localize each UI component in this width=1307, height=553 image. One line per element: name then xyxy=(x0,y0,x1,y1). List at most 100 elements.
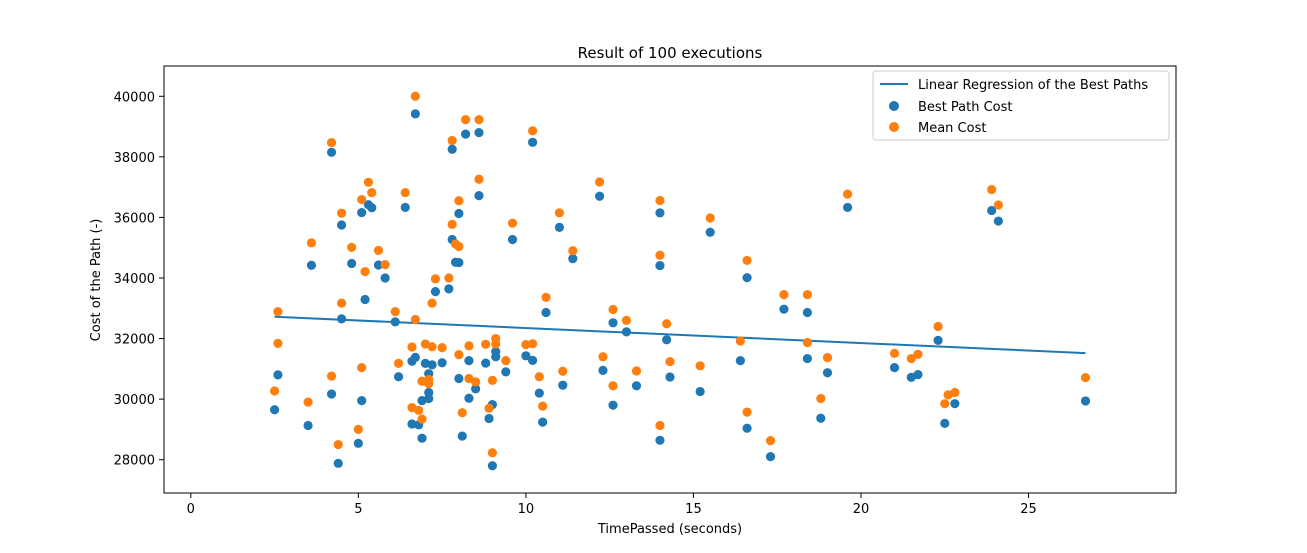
best-path-cost-point xyxy=(269,405,280,415)
mean-cost-point xyxy=(534,372,544,382)
best-path-cost-point xyxy=(541,307,551,318)
y-axis-ticks: 28000 30000 32000 34000 36000 38000 40000 xyxy=(114,90,164,469)
mean-cost-point xyxy=(779,290,789,300)
mean-cost-point xyxy=(360,267,370,277)
mean-cost-point xyxy=(501,356,511,366)
best-path-cost-point xyxy=(487,461,497,471)
best-path-cost-point xyxy=(822,368,833,378)
legend-label-mean-cost: Mean Cost xyxy=(918,121,986,136)
mean-cost-point xyxy=(337,208,347,218)
mean-cost-point xyxy=(568,246,578,256)
mean-cost-point xyxy=(621,315,632,325)
mean-cost-point xyxy=(528,339,538,349)
best-path-cost-point xyxy=(554,222,565,233)
mean-cost-point xyxy=(554,208,565,218)
best-path-cost-point xyxy=(454,208,464,219)
mean-cost-point xyxy=(471,377,481,387)
best-path-cost-point xyxy=(380,273,390,283)
mean-cost-point xyxy=(595,177,605,187)
best-path-cost-point xyxy=(390,317,400,327)
y-tick-label: 38000 xyxy=(114,151,155,166)
mean-cost-point xyxy=(481,339,491,349)
best-path-cost-point xyxy=(410,352,420,362)
mean-cost-point xyxy=(987,184,997,195)
legend-swatch-mean-cost xyxy=(889,122,899,132)
y-axis-label: Cost of the Path (-) xyxy=(89,219,104,342)
y-tick-label: 36000 xyxy=(114,211,155,226)
x-tick-label: 10 xyxy=(518,502,535,517)
mean-cost-point xyxy=(269,386,280,396)
mean-cost-point xyxy=(940,399,950,409)
best-path-cost-point xyxy=(437,358,447,368)
best-path-cost-point xyxy=(993,216,1003,226)
best-path-cost-point xyxy=(357,396,367,406)
plot-area xyxy=(163,65,1177,494)
mean-cost-point xyxy=(357,194,367,205)
mean-cost-point xyxy=(447,219,457,229)
mean-cost-point xyxy=(337,298,347,308)
y-tick-label: 40000 xyxy=(114,90,155,105)
y-tick-label: 34000 xyxy=(114,272,155,287)
mean-cost-point xyxy=(367,187,377,198)
legend: Linear Regression of the Best Paths Best… xyxy=(872,70,1170,141)
mean-cost-point xyxy=(950,387,960,398)
mean-cost-point xyxy=(705,213,715,223)
mean-cost-point xyxy=(400,187,410,198)
mean-cost-point xyxy=(913,349,923,359)
best-path-cost-point xyxy=(655,260,665,271)
mean-cost-point xyxy=(742,407,752,417)
best-path-cost-point xyxy=(447,144,457,154)
series-best-path-cost xyxy=(269,109,1091,471)
mean-cost-point xyxy=(474,174,484,184)
best-path-cost-point xyxy=(507,234,518,245)
mean-cost-point xyxy=(521,340,531,350)
best-path-cost-point xyxy=(400,202,410,213)
mean-cost-point xyxy=(507,218,518,228)
best-path-cost-point xyxy=(889,363,900,373)
best-path-cost-point xyxy=(765,452,776,462)
best-path-cost-point xyxy=(528,355,538,365)
best-path-cost-point xyxy=(802,353,812,364)
best-path-cost-point xyxy=(621,327,632,337)
mean-cost-point xyxy=(906,353,916,364)
mean-cost-point xyxy=(447,135,457,146)
mean-cost-point xyxy=(457,408,467,418)
best-path-cost-point xyxy=(417,433,427,443)
best-path-cost-point xyxy=(444,284,454,294)
x-axis-label: TimePassed (seconds) xyxy=(597,522,742,537)
best-path-cost-point xyxy=(464,393,474,403)
best-path-cost-point xyxy=(608,318,618,328)
mean-cost-point xyxy=(662,319,672,329)
best-path-cost-point xyxy=(913,369,923,380)
mean-cost-point xyxy=(437,343,447,353)
best-path-cost-point xyxy=(816,413,826,423)
best-path-cost-point xyxy=(454,257,464,268)
mean-cost-point xyxy=(484,403,494,413)
axes-frame xyxy=(163,65,1177,494)
x-tick-label: 25 xyxy=(1020,502,1037,517)
best-path-cost-point xyxy=(474,191,484,201)
mean-cost-point xyxy=(410,91,420,101)
x-axis-ticks: 0 5 10 15 20 25 xyxy=(187,493,1037,517)
mean-cost-point xyxy=(933,321,943,332)
best-path-cost-point xyxy=(457,431,467,441)
best-path-cost-point xyxy=(407,419,417,429)
mean-cost-point xyxy=(528,126,538,136)
mean-cost-point xyxy=(333,439,343,450)
mean-cost-point xyxy=(353,424,363,435)
best-path-cost-point xyxy=(306,260,317,270)
mean-cost-point xyxy=(474,115,484,125)
mean-cost-point xyxy=(487,448,497,458)
best-path-cost-point xyxy=(742,423,752,433)
best-path-cost-point xyxy=(950,399,960,409)
x-tick-label: 5 xyxy=(354,502,362,517)
best-path-cost-point xyxy=(273,370,283,380)
best-path-cost-point xyxy=(595,191,605,201)
mean-cost-point xyxy=(414,405,424,415)
mean-cost-point xyxy=(993,200,1003,210)
best-path-cost-point xyxy=(933,335,943,345)
best-path-cost-point xyxy=(665,372,675,382)
mean-cost-point xyxy=(598,352,608,362)
best-path-cost-point xyxy=(410,109,420,119)
